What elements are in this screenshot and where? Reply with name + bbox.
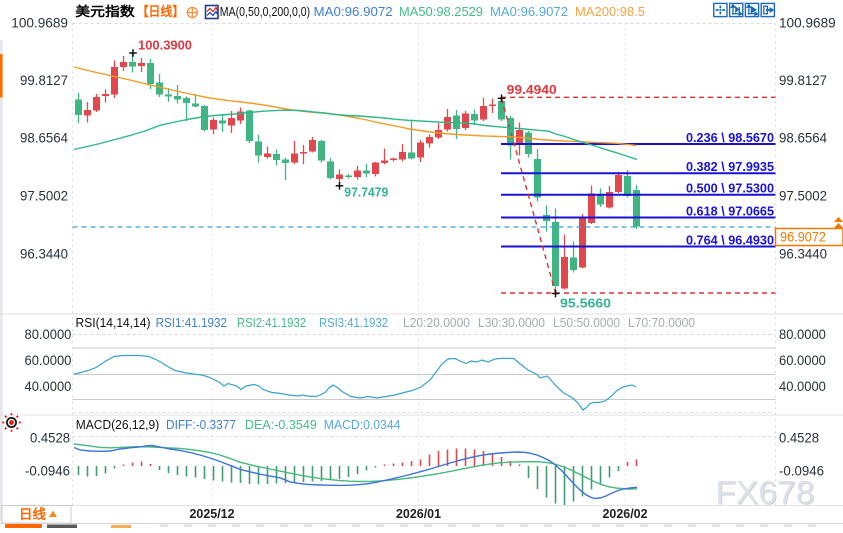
svg-text:80.0000: 80.0000 xyxy=(779,327,826,342)
svg-text:MA0:96.9072: MA0:96.9072 xyxy=(314,4,393,19)
svg-text:99.8127: 99.8127 xyxy=(20,73,68,88)
svg-text:RSI3:41.1932: RSI3:41.1932 xyxy=(319,315,388,330)
svg-text:日线: 日线 xyxy=(19,506,46,522)
svg-text:0.236 \ 98.5670: 0.236 \ 98.5670 xyxy=(686,130,774,145)
svg-text:0.618 \ 97.0665: 0.618 \ 97.0665 xyxy=(686,203,774,218)
svg-text:40.0000: 40.0000 xyxy=(25,379,72,394)
svg-text:L50:50.0000: L50:50.0000 xyxy=(553,315,620,330)
svg-text:100.3900: 100.3900 xyxy=(138,38,192,53)
svg-text:L30:30.0000: L30:30.0000 xyxy=(478,315,545,330)
svg-text:97.5002: 97.5002 xyxy=(779,189,827,204)
svg-text:0.382 \ 97.9935: 0.382 \ 97.9935 xyxy=(686,159,774,174)
svg-text:MA(0,50,0,200,0,0): MA(0,50,0,200,0,0) xyxy=(220,4,310,19)
svg-text:RSI(14,14,14): RSI(14,14,14) xyxy=(76,315,151,330)
svg-text:80.0000: 80.0000 xyxy=(25,327,72,342)
svg-text:97.5002: 97.5002 xyxy=(20,189,68,204)
svg-text:0.500 \ 97.5300: 0.500 \ 97.5300 xyxy=(686,181,774,196)
svg-text:MACD(26,12,9): MACD(26,12,9) xyxy=(76,417,159,432)
svg-text:98.6564: 98.6564 xyxy=(20,131,68,146)
svg-text:MACD:0.0344: MACD:0.0344 xyxy=(324,417,401,432)
svg-text:MA200:98.5: MA200:98.5 xyxy=(575,4,645,19)
svg-text:-0.0946: -0.0946 xyxy=(25,464,70,479)
svg-text:99.4940: 99.4940 xyxy=(507,82,557,97)
svg-text:97.7479: 97.7479 xyxy=(344,185,388,200)
svg-text:100.9689: 100.9689 xyxy=(11,16,68,31)
svg-text:60.0000: 60.0000 xyxy=(779,353,826,368)
svg-text:40.0000: 40.0000 xyxy=(779,379,826,394)
svg-text:DIFF:-0.3377: DIFF:-0.3377 xyxy=(166,417,236,432)
svg-text:RSI2:41.1932: RSI2:41.1932 xyxy=(237,315,306,330)
svg-text:美元指数: 美元指数 xyxy=(75,4,136,19)
svg-text:【日线】: 【日线】 xyxy=(137,4,185,19)
svg-text:2025/12: 2025/12 xyxy=(190,506,235,521)
svg-text:DEA:-0.3549: DEA:-0.3549 xyxy=(245,417,317,432)
svg-text:L20:20.0000: L20:20.0000 xyxy=(403,315,470,330)
svg-text:98.6564: 98.6564 xyxy=(779,131,827,146)
svg-text:FX678: FX678 xyxy=(715,475,814,511)
svg-text:0.764 \ 96.4930: 0.764 \ 96.4930 xyxy=(686,232,774,247)
svg-text:2026/01: 2026/01 xyxy=(396,506,441,521)
svg-text:100.9689: 100.9689 xyxy=(779,16,836,31)
svg-text:MA50:98.2529: MA50:98.2529 xyxy=(399,4,483,19)
svg-text:96.9072: 96.9072 xyxy=(780,229,826,245)
svg-text:0.4528: 0.4528 xyxy=(779,430,819,445)
svg-text:L70:70.0000: L70:70.0000 xyxy=(628,315,695,330)
svg-text:MA0:96.9072: MA0:96.9072 xyxy=(490,4,568,19)
svg-text:2026/02: 2026/02 xyxy=(603,506,648,521)
svg-text:RSI1:41.1932: RSI1:41.1932 xyxy=(156,315,227,330)
svg-text:99.8127: 99.8127 xyxy=(779,73,827,88)
svg-text:0.4528: 0.4528 xyxy=(30,430,70,445)
svg-text:95.5660: 95.5660 xyxy=(560,296,611,311)
svg-text:96.3440: 96.3440 xyxy=(20,247,68,262)
svg-text:60.0000: 60.0000 xyxy=(25,353,72,368)
svg-text:96.3440: 96.3440 xyxy=(779,247,827,262)
